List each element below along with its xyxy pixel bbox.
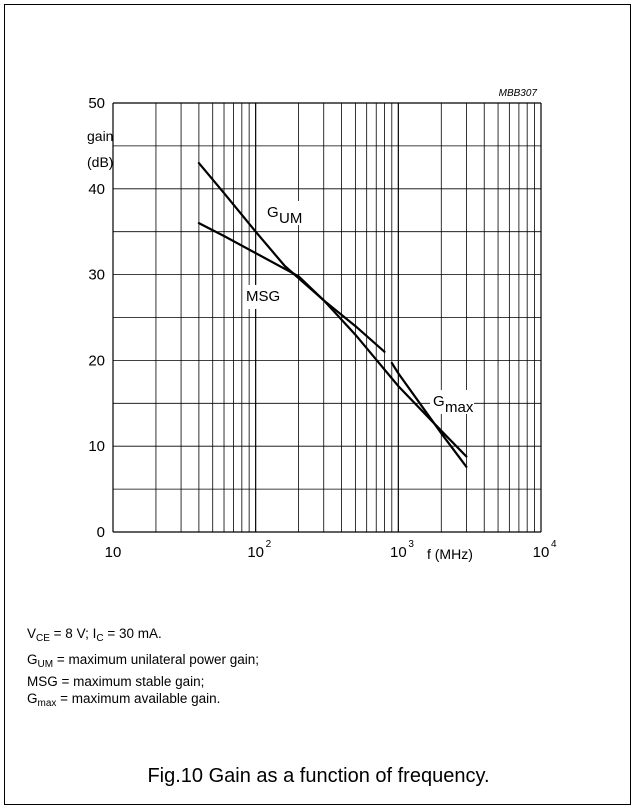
curves (197, 162, 468, 468)
y-tick-label: 20 (88, 352, 105, 369)
y-tick-label: 0 (97, 524, 105, 541)
svg-text:G: G (267, 204, 279, 221)
svg-text:10: 10 (105, 544, 122, 561)
msg-label: MSG (243, 285, 280, 309)
x-tick-label: 10 3 (390, 539, 414, 561)
gmax-curve (390, 361, 468, 468)
definition-gmax: Gmax = maximum available gain. (27, 691, 221, 709)
grid (112, 102, 542, 533)
conditions-note: VCE = 8 V; IC = 30 mA. (27, 626, 162, 644)
x-axis-label: f (MHz) (427, 544, 500, 562)
y-tick-label: 40 (88, 181, 105, 198)
y-axis-label: gain (87, 128, 113, 144)
x-tick-exponent: 3 (408, 539, 414, 550)
definition-msg: MSG = maximum stable gain; (27, 674, 205, 689)
figure-frame: 0 10 20 30 40 50 gain (dB) 10 10 2 10 3 10 4 f (MHz) MBB… (4, 4, 631, 805)
svg-text:10: 10 (533, 544, 550, 561)
y-tick-label: 50 (88, 95, 105, 112)
figure-id: MBB307 (499, 88, 538, 99)
x-tick-exponent: 2 (266, 539, 272, 550)
y-tick-label: 30 (88, 267, 105, 284)
series-label-sub: UM (279, 210, 302, 227)
y-axis-unit: (dB) (87, 154, 113, 170)
svg-text:10: 10 (247, 544, 264, 561)
svg-text:f (MHz): f (MHz) (427, 546, 473, 562)
series-label-sub: max (445, 399, 474, 416)
svg-text:MSG: MSG (246, 288, 280, 305)
x-tick-label: 10 2 (247, 539, 271, 561)
definition-gum: GUM = maximum unilateral power gain; (27, 652, 260, 670)
figure-caption: Fig.10 Gain as a function of frequency. (147, 765, 490, 787)
gum-label: G UM (264, 201, 302, 227)
x-tick-label: 10 (105, 544, 122, 561)
svg-text:G: G (433, 393, 445, 410)
x-tick-label: 10 4 (533, 539, 557, 561)
x-tick-exponent: 4 (551, 539, 557, 550)
y-tick-label: 10 (88, 438, 105, 455)
svg-text:10: 10 (390, 544, 407, 561)
msg-curve (197, 222, 386, 353)
definitions-note: GUM = maximum unilateral power gain; MSG… (27, 651, 259, 712)
